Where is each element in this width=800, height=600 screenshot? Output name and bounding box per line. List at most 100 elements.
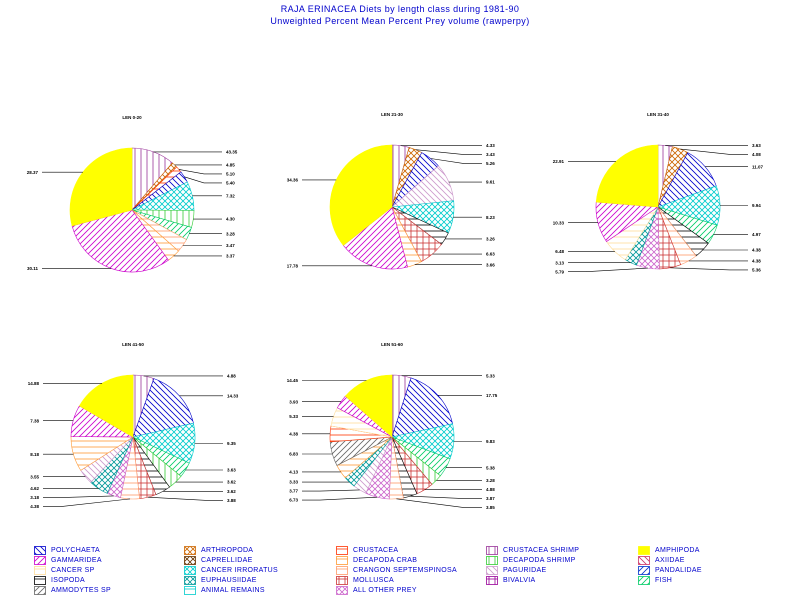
slice-value-label: 4.38	[752, 258, 761, 263]
slice-value-label: 4.08	[752, 152, 761, 157]
legend-label: CANCER IRRORATUS	[201, 567, 279, 574]
legend-label: PAGURIDAE	[503, 567, 547, 574]
slice-value-label: 9.94	[752, 203, 761, 208]
pie-slice	[595, 144, 659, 208]
legend-swatch	[184, 546, 196, 555]
legend: POLYCHAETA ARTHROPODA CRUSTACEA CRUSTACEA S…	[34, 546, 794, 596]
slice-value-label: 3.62	[227, 489, 236, 494]
pie-charts-area: LEN 0-20 43.35 4.85 5.10 5.40 7.32 4.30 3.28 3.4…	[27, 112, 764, 510]
slice-value-label: 4.88	[227, 374, 236, 379]
legend-label: ISOPODA	[51, 577, 85, 584]
leader-line	[43, 498, 131, 507]
leader-line	[670, 267, 748, 271]
legend-swatch	[336, 566, 348, 575]
slice-value-label: 3.63	[227, 468, 236, 473]
slice-value-label: 9.83	[486, 439, 495, 444]
slice-value-label: 3.93	[289, 399, 298, 404]
slice-value-label: 4.97	[752, 232, 761, 237]
legend-swatch	[184, 586, 196, 595]
legend-swatch	[486, 566, 498, 575]
legend-swatch	[486, 546, 498, 555]
pie-slice	[344, 374, 393, 438]
slice-value-label: 5.36	[752, 267, 761, 272]
pie-chart-3: LEN 31-40 3.63 4.08 11.07 9.94 4.97 4.38 4.38 5.…	[553, 112, 764, 274]
pie-title: LEN 51-60	[381, 342, 403, 347]
legend-label: ARTHROPODA	[201, 547, 254, 554]
slice-value-label: 3.13	[555, 260, 564, 265]
slice-value-label: 4.62	[30, 486, 39, 491]
slice-value-label: 3.66	[486, 262, 495, 267]
leader-line	[410, 495, 482, 499]
slice-value-label: 3.55	[30, 474, 39, 479]
leader-line	[147, 496, 223, 501]
leader-line	[568, 267, 648, 273]
slice-value-label: 9.61	[486, 180, 495, 185]
legend-label: FISH	[655, 577, 673, 584]
legend-label: AXIIDAE	[655, 557, 685, 564]
legend-swatch	[336, 586, 348, 595]
legend-swatch	[34, 546, 46, 555]
slice-value-label: 3.77	[289, 489, 298, 494]
leader-line	[302, 496, 378, 501]
slice-value-label: 11.07	[752, 164, 764, 169]
slice-value-label: 3.33	[289, 480, 298, 485]
legend-label: ALL OTHER PREY	[353, 587, 417, 594]
slice-value-label: 6.73	[289, 498, 298, 503]
legend-swatch	[34, 586, 46, 595]
legend-swatch	[336, 576, 348, 585]
slice-value-label: 7.38	[30, 418, 39, 423]
slice-value-label: 4.85	[226, 163, 235, 168]
pie-slice	[391, 377, 453, 438]
slice-value-label: 6.63	[486, 252, 495, 257]
slice-value-label: 3.28	[226, 231, 235, 236]
legend-swatch	[638, 556, 650, 565]
pie-title: LEN 31-40	[647, 112, 669, 117]
legend-label: DECAPODA CRAB	[353, 557, 418, 564]
slice-value-label: 4.38	[289, 431, 298, 436]
slice-value-label: 4.30	[226, 217, 235, 222]
legend-swatch	[336, 546, 348, 555]
slice-value-label: 3.63	[752, 143, 761, 148]
slice-value-label: 7.32	[226, 193, 235, 198]
legend-swatch	[184, 556, 196, 565]
legend-label: ANIMAL REMAINS	[201, 587, 265, 594]
slice-value-label: 3.87	[486, 496, 495, 501]
pie-chart-2: LEN 21-30 4.33 3.43 5.26 9.61 8.23 3.26 6.63 3.6…	[287, 112, 495, 270]
legend-swatch	[638, 576, 650, 585]
slice-value-label: 5.33	[486, 373, 495, 378]
slice-value-label: 4.13	[289, 469, 298, 474]
legend-swatch	[34, 556, 46, 565]
pie-slice	[329, 144, 393, 246]
legend-label: CAPRELLIDAE	[201, 557, 253, 564]
slice-value-label: 17.75	[486, 393, 498, 398]
slice-value-label: 43.35	[226, 149, 238, 154]
pie-slice	[71, 209, 169, 273]
slice-value-label: 4.33	[486, 143, 495, 148]
legend-label: CANCER SP	[51, 567, 95, 574]
legend-label: CRANGON SEPTEMSPINOSA	[353, 567, 457, 574]
legend-label: MOLLUSCA	[353, 577, 394, 584]
legend-swatch	[34, 566, 46, 575]
legend-swatch	[638, 566, 650, 575]
legend-label: POLYCHAETA	[51, 547, 101, 554]
chart-subtitle: Unweighted Percent Mean Percent Prey vol…	[270, 16, 530, 26]
leader-line	[178, 169, 222, 175]
slice-value-label: 3.43	[486, 152, 495, 157]
legend-swatch	[336, 556, 348, 565]
slice-value-label: 5.26	[486, 161, 495, 166]
slice-value-label: 28.37	[27, 170, 39, 175]
pie-chart-5: LEN 51-60 5.33 17.75 9.83 5.38 3.28 4.88 3.87 3.…	[287, 342, 498, 510]
pie-chart-1: LEN 0-20 43.35 4.85 5.10 5.40 7.32 4.30 3.28 3.4…	[27, 115, 238, 273]
pie-slice	[342, 206, 408, 270]
slice-value-label: 4.38	[30, 504, 39, 509]
legend-label: DECAPODA SHRIMP	[503, 557, 576, 564]
slice-value-label: 3.28	[486, 478, 495, 483]
slice-value-label: 3.88	[227, 498, 236, 503]
slice-value-label: 10.33	[553, 220, 565, 225]
leader-line	[43, 495, 114, 498]
slice-value-label: 3.47	[226, 243, 235, 248]
legend-label: CRUSTACEA	[353, 547, 399, 554]
slice-value-label: 5.38	[486, 465, 495, 470]
slice-value-label: 8.23	[486, 215, 495, 220]
legend-label: CRUSTACEA SHRIMP	[503, 547, 580, 554]
